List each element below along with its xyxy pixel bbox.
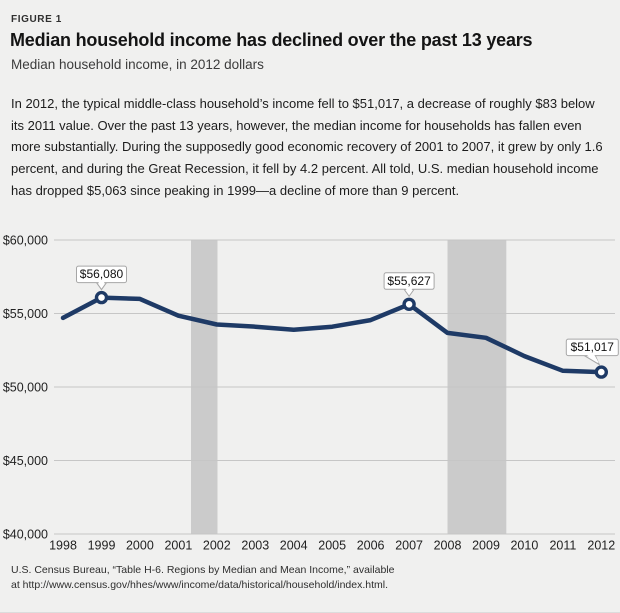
- data-point-marker-1999: [94, 290, 109, 305]
- source-line-2: at http://www.census.gov/hhes/www/income…: [11, 578, 389, 591]
- y-axis-label: $40,000: [3, 527, 48, 541]
- x-axis-label: 2007: [395, 539, 423, 553]
- callout-label-2007: $55,627: [387, 274, 431, 288]
- callout-pointer-seam-2007: [405, 287, 413, 295]
- x-axis-label: 2012: [587, 539, 615, 553]
- callout-label-1999: $56,080: [80, 267, 124, 281]
- x-axis-label: 2009: [472, 539, 500, 553]
- x-axis-label: 2004: [280, 539, 308, 553]
- x-axis-label: 1998: [49, 539, 77, 553]
- y-axis-label: $50,000: [3, 380, 48, 394]
- data-point-marker-2012: [594, 365, 608, 379]
- x-axis-label: 2000: [126, 539, 154, 553]
- income-line: [60, 295, 604, 375]
- x-axis-label: 2008: [434, 539, 462, 553]
- x-axis-label: 2001: [164, 539, 192, 553]
- x-axis-label: 2003: [241, 539, 269, 553]
- intro-paragraph: In 2012, the typical middle-class househ…: [11, 96, 603, 198]
- x-axis-label: 2010: [510, 539, 538, 553]
- data-point-marker-2007: [402, 297, 416, 312]
- source-note: U.S. Census Bureau, “Table H-6. Regions …: [11, 563, 394, 592]
- figure-title: Median household income has declined ove…: [10, 30, 533, 50]
- source-line-1: U.S. Census Bureau, “Table H-6. Regions …: [11, 564, 395, 576]
- callout-label-2012: $51,017: [571, 340, 615, 354]
- y-axis-label: $45,000: [3, 454, 48, 468]
- x-axis-label: 2011: [549, 539, 576, 553]
- callout-pointer-seam-1999: [97, 281, 105, 289]
- y-axis-label: $60,000: [3, 233, 48, 247]
- y-axis-label: $55,000: [3, 307, 48, 321]
- x-axis-label: 2006: [357, 539, 385, 553]
- x-axis-label: 1999: [88, 539, 116, 553]
- x-axis-label: 2002: [203, 539, 231, 553]
- x-axis-label: 2005: [318, 539, 346, 553]
- figure-subtitle: Median household income, in 2012 dollars: [11, 57, 264, 72]
- figure-label: FIGURE 1: [11, 14, 62, 25]
